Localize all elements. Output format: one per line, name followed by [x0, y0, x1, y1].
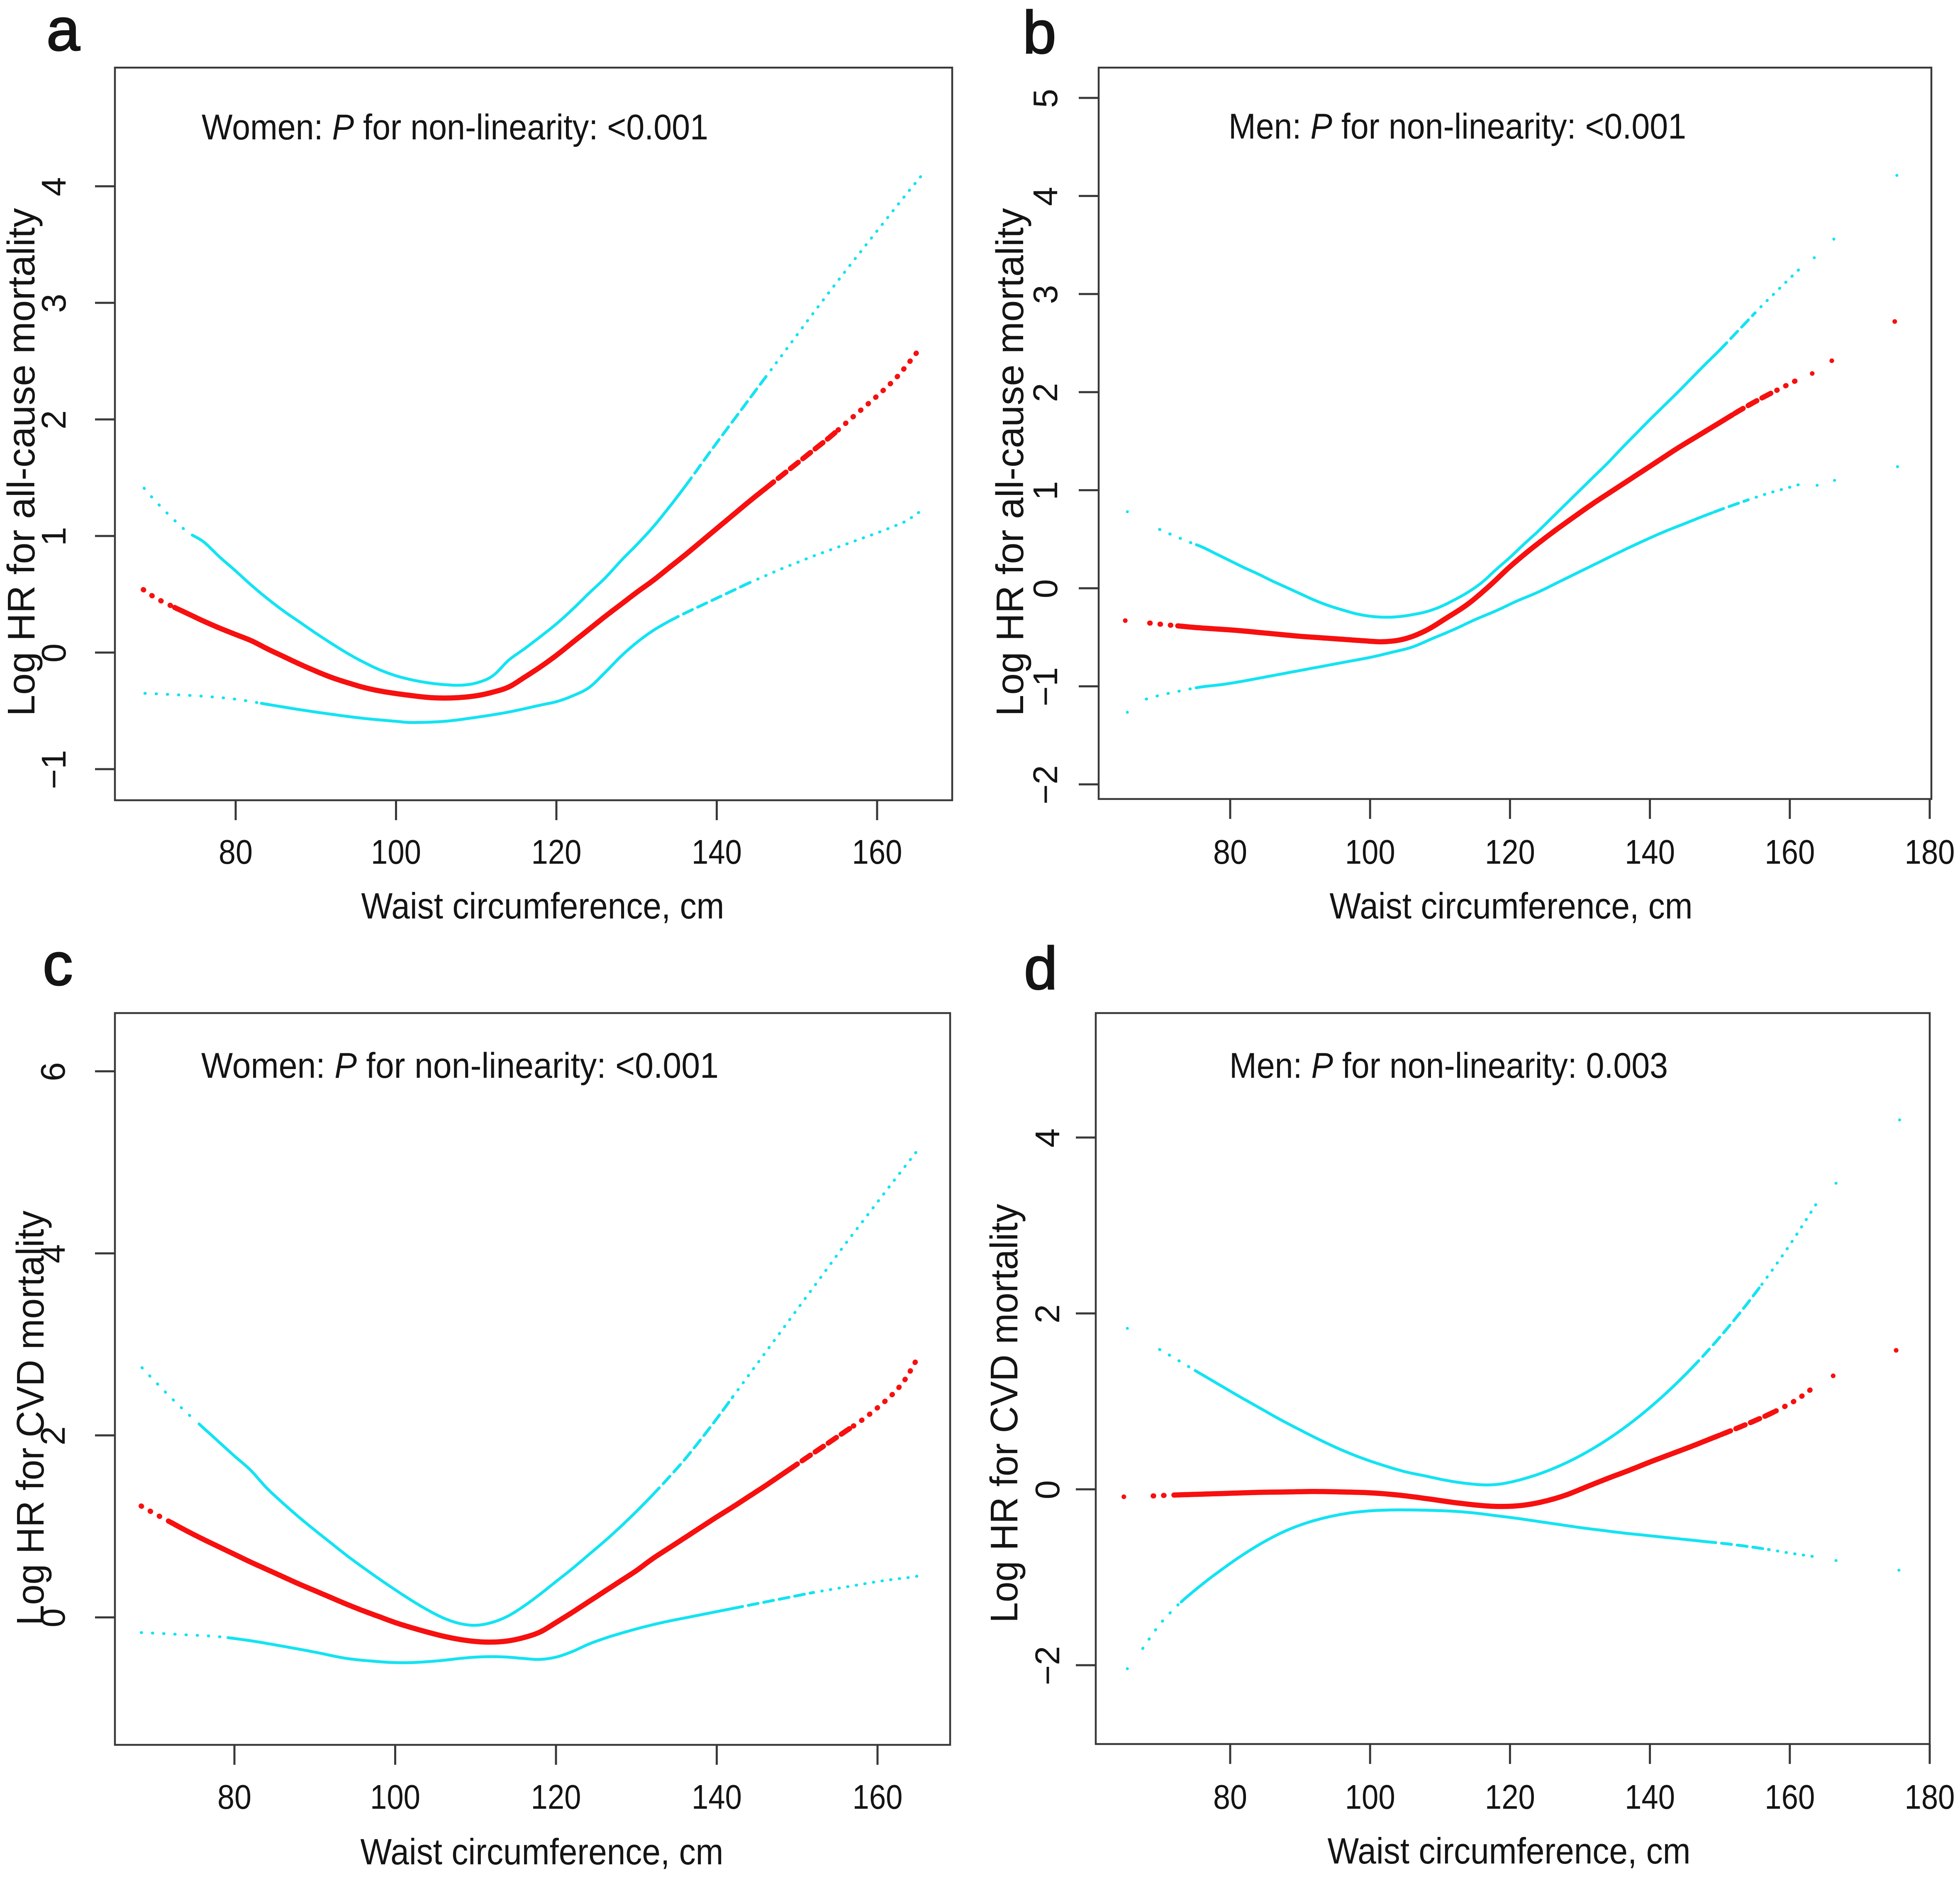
svg-text:100: 100	[371, 833, 421, 871]
svg-text:180: 180	[1905, 833, 1955, 871]
svg-text:100: 100	[1345, 1778, 1395, 1816]
svg-text:−1: −1	[34, 750, 73, 789]
svg-text:100: 100	[370, 1778, 420, 1816]
svg-text:a: a	[46, 0, 80, 63]
svg-text:140: 140	[692, 1778, 742, 1816]
svg-text:Men: P for non-linearity: 0.00: Men: P for non-linearity: 0.003	[1229, 1046, 1668, 1086]
svg-text:2: 2	[1026, 383, 1065, 402]
svg-text:Waist circumference, cm: Waist circumference, cm	[1328, 1830, 1691, 1871]
svg-text:4: 4	[1028, 1128, 1067, 1147]
svg-text:140: 140	[1625, 1778, 1675, 1816]
svg-text:2: 2	[1028, 1304, 1067, 1323]
svg-text:3: 3	[1026, 285, 1065, 304]
svg-text:Men: P for non-linearity: <0.0: Men: P for non-linearity: <0.001	[1229, 107, 1686, 146]
svg-text:160: 160	[852, 833, 902, 871]
svg-text:4: 4	[1026, 187, 1065, 206]
svg-text:3: 3	[34, 294, 73, 313]
svg-text:d: d	[1024, 935, 1058, 1002]
svg-text:4: 4	[34, 177, 73, 196]
svg-text:120: 120	[531, 1778, 581, 1816]
svg-text:120: 120	[531, 833, 582, 871]
svg-text:80: 80	[1213, 1778, 1247, 1816]
svg-text:Log HR for all-cause mortality: Log HR for all-cause mortality	[0, 208, 43, 716]
svg-text:140: 140	[692, 833, 742, 871]
svg-text:1: 1	[34, 527, 73, 546]
svg-text:140: 140	[1625, 833, 1675, 871]
svg-text:−2: −2	[1028, 1646, 1067, 1686]
svg-text:Waist circumference, cm: Waist circumference, cm	[361, 885, 724, 926]
svg-text:0: 0	[1026, 579, 1065, 598]
svg-text:2: 2	[34, 1426, 72, 1445]
svg-text:Women: P for non-linearity: <0: Women: P for non-linearity: <0.001	[202, 107, 708, 147]
svg-text:Log HR for CVD mortality: Log HR for CVD mortality	[982, 1204, 1026, 1623]
svg-text:Women: P for non-linearity: <: Women: P for non-linearity: <0.001	[201, 1046, 719, 1086]
svg-text:4: 4	[34, 1244, 72, 1263]
svg-text:160: 160	[1765, 833, 1815, 871]
svg-text:120: 120	[1485, 833, 1535, 871]
svg-text:Waist circumference, cm: Waist circumference, cm	[361, 1831, 724, 1872]
svg-text:120: 120	[1485, 1778, 1535, 1816]
svg-text:100: 100	[1345, 833, 1395, 871]
svg-text:2: 2	[34, 410, 73, 429]
svg-text:0: 0	[34, 1608, 72, 1627]
svg-text:c: c	[43, 931, 73, 998]
svg-text:b: b	[1023, 0, 1056, 66]
svg-text:80: 80	[219, 833, 253, 871]
svg-text:80: 80	[217, 1778, 251, 1816]
svg-text:−2: −2	[1026, 765, 1065, 804]
svg-text:0: 0	[34, 643, 73, 663]
svg-text:Log HR for all-cause mortality: Log HR for all-cause mortality	[988, 208, 1031, 716]
svg-text:Log HR for CVD mortality: Log HR for CVD mortality	[9, 1211, 52, 1625]
svg-text:180: 180	[1905, 1778, 1955, 1816]
svg-text:5: 5	[1026, 89, 1065, 108]
svg-text:1: 1	[1026, 481, 1065, 500]
svg-text:80: 80	[1213, 833, 1247, 871]
svg-text:160: 160	[1765, 1778, 1815, 1816]
svg-text:−1: −1	[1026, 667, 1065, 706]
svg-text:6: 6	[34, 1062, 72, 1081]
svg-text:160: 160	[853, 1778, 903, 1816]
svg-text:0: 0	[1028, 1480, 1067, 1499]
svg-text:Waist circumference, cm: Waist circumference, cm	[1330, 885, 1693, 926]
